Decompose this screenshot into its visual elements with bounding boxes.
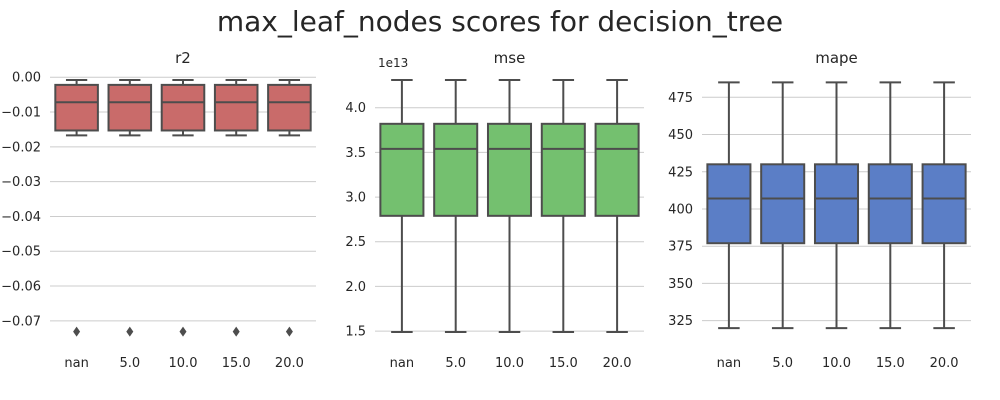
box-plot (706, 81, 752, 330)
box (267, 83, 312, 132)
y-tick-label: −0.05 (1, 245, 41, 260)
y-tick-label: 2.5 (345, 235, 366, 250)
y-tick-label: −0.07 (1, 314, 41, 329)
x-tick-label: 20.0 (603, 356, 632, 371)
box (486, 122, 533, 217)
y-tick-label: 325 (668, 314, 693, 329)
box-plot (486, 79, 533, 333)
box-plot (594, 79, 640, 333)
box-plot (921, 81, 967, 330)
y-tick-label: 4.0 (345, 101, 366, 116)
box-plot (540, 79, 586, 333)
y-tick-label: −0.02 (1, 140, 41, 155)
box-plot (160, 79, 206, 337)
box-plot (433, 79, 479, 333)
box-plot (813, 81, 860, 330)
box (540, 122, 586, 217)
box (594, 122, 640, 217)
box-plot (760, 81, 806, 330)
box (54, 83, 99, 132)
subplot-title: mse (494, 49, 526, 67)
y-tick-label: 475 (668, 91, 693, 106)
subplot-title: r2 (175, 49, 191, 67)
box-plot (213, 79, 259, 337)
axis-offset-text: 1e13 (378, 56, 408, 70)
x-tick-label: 10.0 (822, 356, 851, 371)
y-tick-label: 0.00 (12, 71, 41, 86)
y-tick-label: −0.04 (1, 210, 41, 225)
box (706, 163, 752, 245)
y-tick-label: −0.01 (1, 106, 41, 121)
x-tick-label: nan (717, 356, 741, 371)
y-tick-label: 1.5 (345, 325, 366, 340)
box (760, 163, 806, 245)
box-plot (379, 79, 425, 333)
box (379, 122, 425, 217)
mape-subplot: 325 350 375 400 425 450 475 mape nan 5.0 10.0 15.0 2… (668, 49, 971, 371)
y-tick-label: 400 (668, 202, 693, 217)
y-tick-label: 425 (668, 165, 693, 180)
box-plot (54, 79, 99, 337)
outlier-point (126, 326, 134, 337)
outlier-point (179, 326, 187, 337)
y-tick-label: 350 (668, 277, 693, 292)
x-tick-label: 15.0 (876, 356, 905, 371)
x-tick-label: nan (390, 356, 414, 371)
outlier-point (232, 326, 240, 337)
y-tick-label: 375 (668, 240, 693, 255)
subplot-title: mape (815, 49, 858, 67)
x-tick-label: 20.0 (930, 356, 959, 371)
y-tick-label: 3.5 (345, 146, 366, 161)
box-plot (867, 81, 913, 330)
box-plot (267, 79, 312, 337)
box (160, 83, 206, 132)
x-tick-label: nan (64, 356, 88, 371)
y-tick-label: −0.06 (1, 280, 41, 295)
outlier-point (73, 326, 81, 337)
box (867, 163, 913, 245)
box (813, 163, 860, 245)
box (213, 83, 259, 132)
box (107, 83, 153, 132)
outlier-point (285, 326, 293, 337)
x-tick-label: 10.0 (169, 356, 198, 371)
box-plot (107, 79, 153, 337)
x-tick-label: 15.0 (222, 356, 251, 371)
x-tick-label: 20.0 (275, 356, 304, 371)
y-tick-label: −0.03 (1, 175, 41, 190)
x-tick-label: 5.0 (445, 356, 466, 371)
x-tick-label: 5.0 (772, 356, 793, 371)
y-tick-label: 3.0 (345, 191, 366, 206)
r2-subplot: 0.00 −0.01 −0.02 −0.03 −0.04 −0.05 −0.06 −0.07 r… (1, 49, 316, 371)
mse-subplot: 1.5 2.0 2.5 3.0 3.5 4.0 mse 1e13 nan 5.0 10.0 15.0 2… (345, 49, 644, 371)
x-tick-label: 5.0 (119, 356, 140, 371)
y-tick-label: 2.0 (345, 280, 366, 295)
x-tick-label: 10.0 (495, 356, 524, 371)
figure-title: max_leaf_nodes scores for decision_tree (217, 5, 783, 38)
y-tick-label: 450 (668, 128, 693, 143)
x-tick-label: 15.0 (549, 356, 578, 371)
box (921, 163, 967, 245)
box (433, 122, 479, 217)
